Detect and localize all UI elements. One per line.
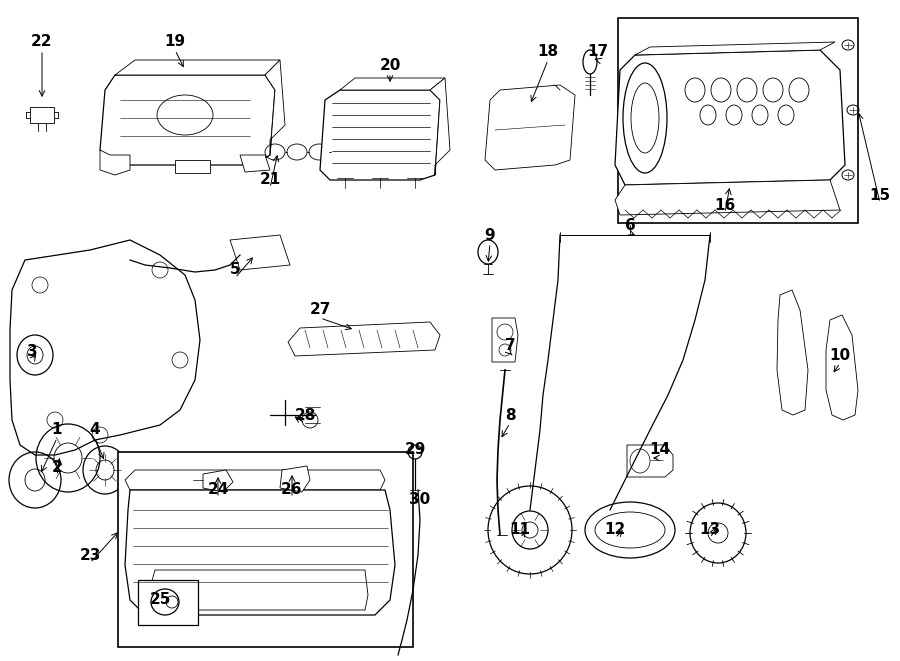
Polygon shape: [240, 155, 270, 172]
Text: 11: 11: [509, 522, 530, 537]
Polygon shape: [627, 445, 673, 477]
Polygon shape: [485, 85, 575, 170]
Text: 4: 4: [90, 422, 100, 438]
Text: 8: 8: [505, 407, 516, 422]
Text: 5: 5: [230, 262, 240, 278]
Text: 29: 29: [404, 442, 426, 457]
Text: 10: 10: [830, 348, 850, 362]
Bar: [138, 580, 198, 625]
Text: 1: 1: [52, 422, 62, 438]
Text: 6: 6: [625, 217, 635, 233]
Polygon shape: [125, 490, 395, 615]
Polygon shape: [125, 470, 385, 490]
Polygon shape: [230, 235, 290, 270]
Bar: [118, 452, 413, 647]
Text: 26: 26: [281, 483, 302, 498]
Polygon shape: [265, 60, 285, 155]
Text: 2: 2: [51, 461, 62, 475]
Text: 17: 17: [588, 44, 608, 59]
Text: 19: 19: [165, 34, 185, 50]
Text: 20: 20: [379, 58, 400, 73]
Text: 14: 14: [650, 442, 670, 457]
Text: 16: 16: [715, 198, 735, 212]
Polygon shape: [635, 42, 835, 55]
Polygon shape: [615, 180, 840, 215]
Polygon shape: [320, 90, 440, 180]
Text: 12: 12: [605, 522, 626, 537]
Text: 18: 18: [537, 44, 559, 59]
Text: 3: 3: [27, 344, 37, 360]
Polygon shape: [175, 160, 210, 173]
Text: 27: 27: [310, 303, 330, 317]
Polygon shape: [826, 315, 858, 420]
Polygon shape: [100, 150, 130, 175]
Polygon shape: [340, 78, 445, 90]
Text: 23: 23: [79, 547, 101, 563]
Polygon shape: [10, 240, 200, 455]
Polygon shape: [777, 290, 808, 415]
Polygon shape: [203, 470, 233, 492]
Text: 21: 21: [259, 173, 281, 188]
Polygon shape: [115, 60, 280, 75]
Polygon shape: [280, 466, 310, 492]
Text: 15: 15: [869, 188, 891, 202]
Text: 13: 13: [699, 522, 721, 537]
Text: 25: 25: [149, 592, 171, 607]
Polygon shape: [430, 78, 450, 175]
Bar: [618, 18, 858, 223]
Text: 28: 28: [294, 407, 316, 422]
Text: 24: 24: [207, 483, 229, 498]
Polygon shape: [615, 50, 845, 185]
Polygon shape: [492, 318, 518, 362]
Polygon shape: [288, 322, 440, 356]
Text: 30: 30: [410, 492, 430, 508]
Polygon shape: [100, 75, 275, 165]
Text: 7: 7: [505, 338, 516, 352]
Text: 22: 22: [32, 34, 53, 50]
Bar: [30, 107, 54, 123]
Text: 9: 9: [485, 227, 495, 243]
